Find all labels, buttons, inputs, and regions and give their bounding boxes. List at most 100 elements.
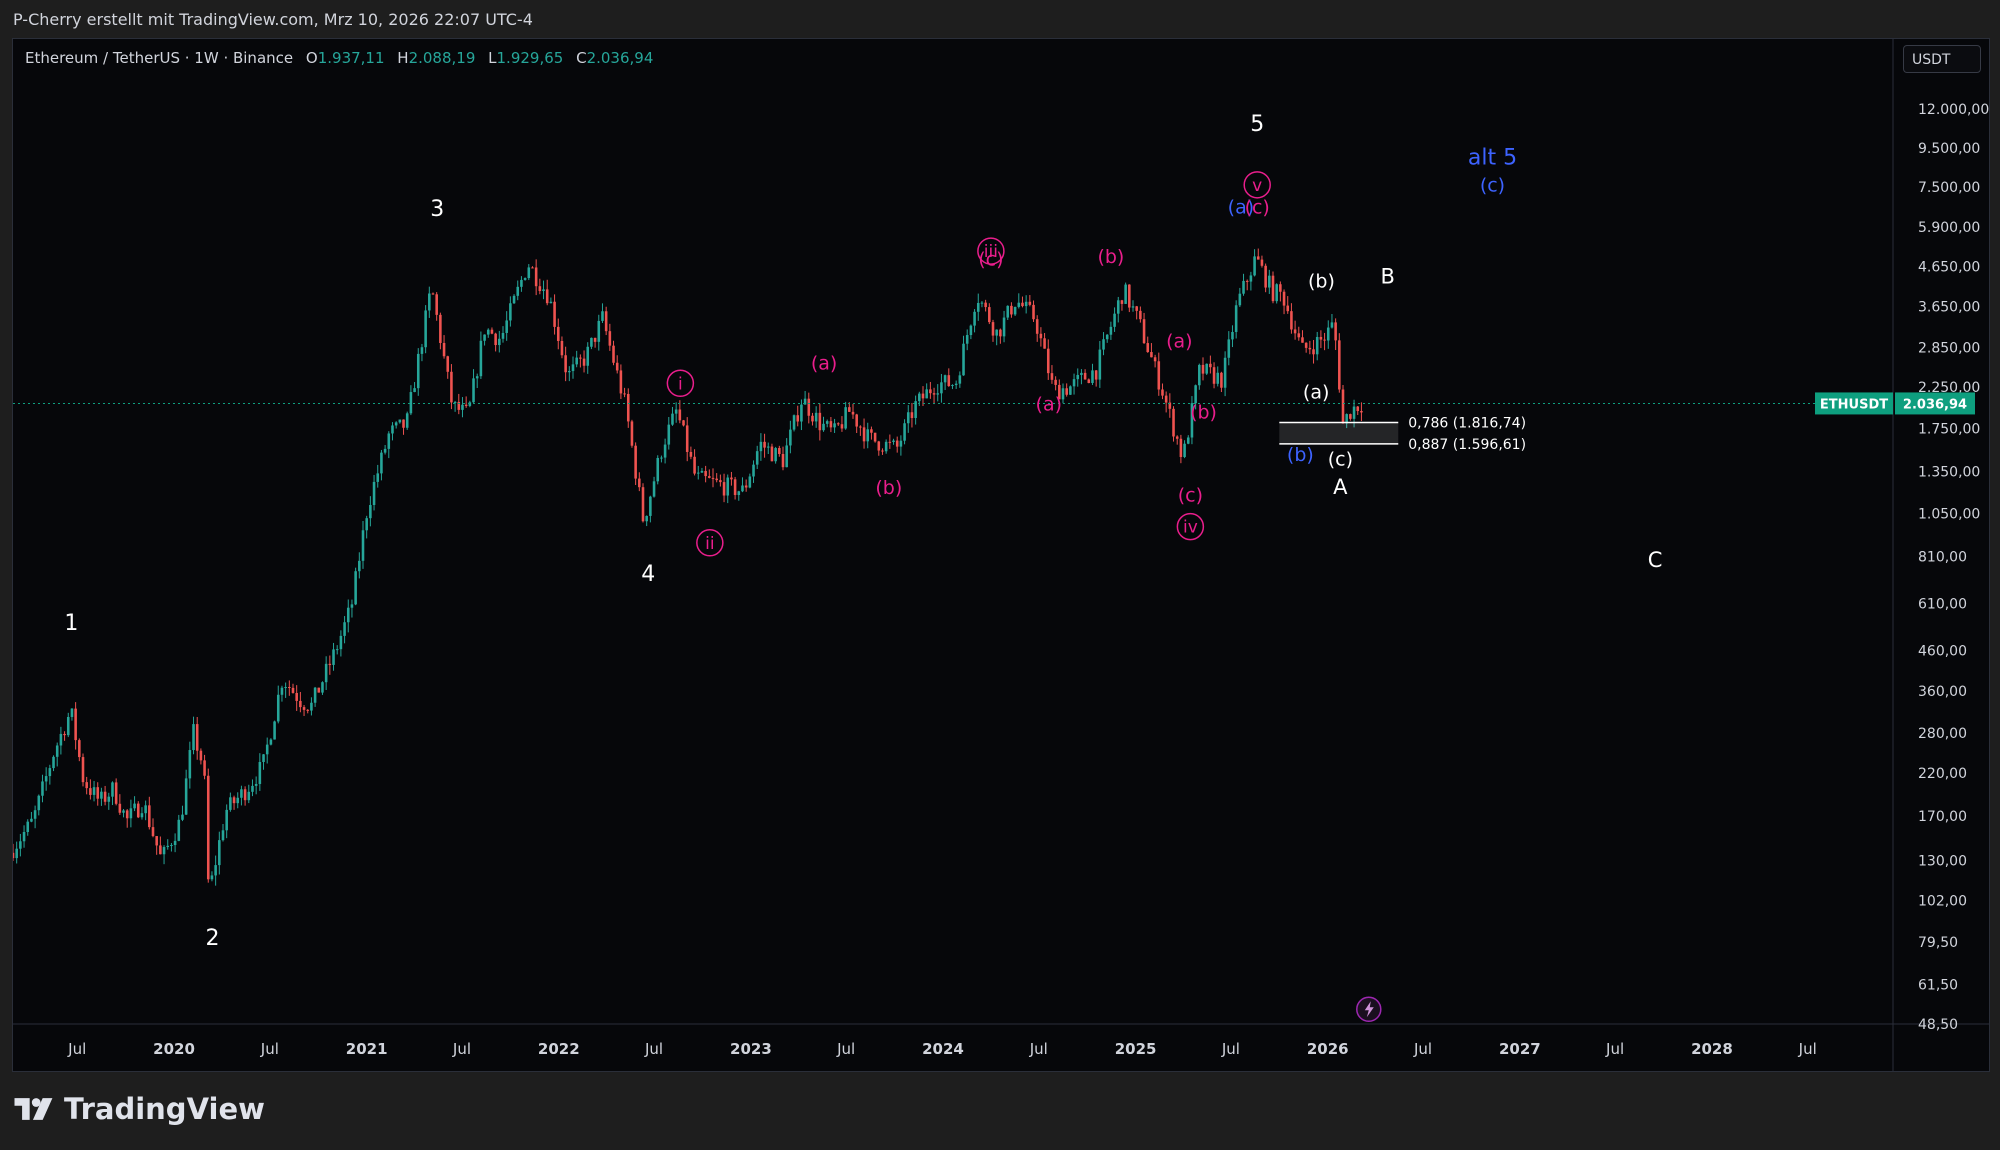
candle-body	[1293, 329, 1297, 334]
candle-body	[973, 311, 976, 326]
candle-body	[321, 682, 324, 693]
candle-body	[129, 808, 133, 819]
candle-body	[78, 740, 81, 758]
price-tick-label: 610,00	[1918, 597, 1967, 613]
price-tick-label: 3.650,00	[1918, 300, 1980, 316]
candle-body	[796, 415, 800, 422]
price-tick-label: 220,00	[1918, 766, 1967, 782]
candle-body	[1238, 293, 1242, 306]
candle-body	[1356, 406, 1360, 412]
candle-body	[859, 426, 862, 428]
candle-body	[74, 708, 77, 741]
candle-body	[1146, 343, 1150, 353]
tradingview-brand[interactable]: TradingView	[14, 1092, 265, 1126]
candle-body	[803, 398, 807, 405]
candle-body	[1172, 408, 1175, 437]
candle-body	[807, 398, 811, 416]
candle-body	[752, 464, 755, 477]
candle-body	[1080, 372, 1083, 375]
candle-body	[380, 452, 383, 474]
candle-body	[947, 375, 951, 387]
candle-body	[188, 750, 192, 779]
wave-label: 4	[641, 562, 655, 587]
candle-body	[1231, 331, 1234, 340]
candle-body	[1098, 349, 1102, 380]
candle-body	[892, 440, 895, 443]
candle-body	[1035, 319, 1039, 334]
wave-label: 1	[64, 611, 78, 636]
candle-body	[1021, 302, 1024, 307]
wave-label: (b)	[1287, 444, 1314, 466]
candle-body	[232, 797, 236, 804]
candle-body	[1072, 379, 1076, 387]
symbol-tag-label: ETHUSDT	[1820, 397, 1888, 412]
candle-body	[660, 457, 663, 459]
candle-body	[1043, 338, 1046, 349]
candle-body	[763, 441, 766, 448]
candle-body	[295, 692, 298, 701]
currency-selector[interactable]: USDT	[1903, 45, 1981, 73]
candle-body	[1102, 339, 1105, 350]
candle-body	[92, 787, 96, 795]
open-value: 1.937,11	[317, 49, 385, 67]
wave-circle	[1176, 512, 1205, 541]
candle-body	[1153, 357, 1157, 362]
candle-body	[571, 364, 575, 372]
candle-body	[310, 702, 313, 711]
candle-body	[199, 750, 203, 761]
symbol-name[interactable]: Ethereum / TetherUS · 1W · Binance	[25, 49, 294, 67]
candle-body	[1315, 336, 1319, 355]
wave-label: (c)	[1178, 484, 1203, 506]
candle-body	[844, 407, 847, 429]
candle-body	[523, 278, 527, 280]
candle-body	[479, 340, 483, 377]
candle-body	[214, 865, 217, 876]
candle-body	[111, 782, 114, 797]
candle-body	[1091, 370, 1094, 383]
time-tick-label: 2025	[1115, 1040, 1157, 1058]
fib-zone	[1279, 422, 1399, 444]
candle-body	[1319, 336, 1323, 340]
candle-body	[1341, 389, 1345, 424]
candle-body	[914, 401, 917, 418]
candle-body	[159, 845, 162, 855]
candle-body	[715, 478, 718, 481]
candle-body	[206, 775, 210, 880]
candle-body	[1124, 284, 1127, 304]
candle-body	[1010, 305, 1013, 315]
candle-body	[52, 756, 55, 769]
candle-body	[170, 845, 173, 847]
fib-level-label: 0,887 (1.596,61)	[1408, 437, 1526, 453]
wave-label: (a)	[1303, 381, 1329, 403]
candle-body	[733, 479, 737, 496]
candle-body	[148, 805, 151, 828]
candle-body	[1139, 310, 1142, 320]
candle-body	[1245, 280, 1249, 282]
candle-body	[811, 415, 814, 422]
chart-canvas[interactable]: 12.000,00 9.500,00 7.500,00 5.900,00 4.650,0…	[13, 39, 1989, 1071]
candle-body	[218, 840, 221, 866]
candle-body	[866, 429, 870, 442]
candle-body	[755, 451, 759, 465]
candle-body	[483, 334, 486, 341]
candle-body	[96, 787, 100, 799]
candle-body	[1330, 322, 1334, 328]
chart-area[interactable]: 12.000,00 9.500,00 7.500,00 5.900,00 4.650,0…	[12, 38, 1990, 1072]
candle-body	[1297, 333, 1301, 338]
candle-body	[33, 810, 37, 819]
candle-body	[122, 810, 125, 813]
candle-body	[1109, 326, 1113, 335]
candle-body	[291, 687, 295, 693]
candle-body	[512, 295, 516, 304]
candle-body	[634, 445, 637, 479]
candle-body	[313, 687, 317, 703]
candle-body	[965, 335, 969, 344]
candle-body	[976, 302, 980, 312]
candle-body	[1249, 275, 1253, 282]
candle-body	[475, 376, 479, 379]
time-tick-label: 2028	[1691, 1040, 1733, 1058]
candle-body	[358, 560, 361, 572]
candle-body	[1312, 349, 1315, 355]
candle-body	[553, 301, 556, 327]
candle-body	[118, 803, 122, 813]
